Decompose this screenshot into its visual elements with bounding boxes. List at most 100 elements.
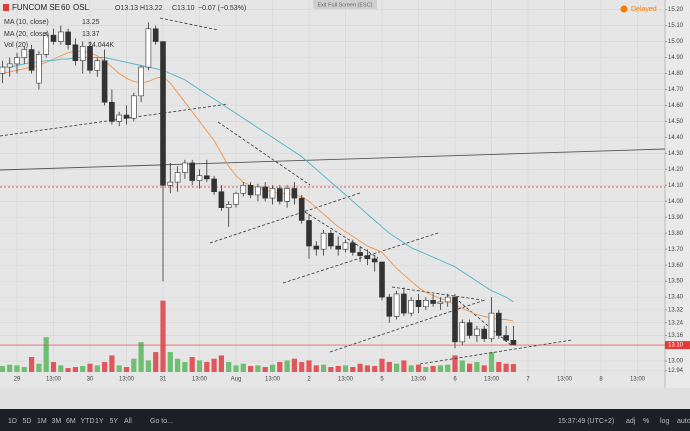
option-button[interactable]: log (660, 418, 669, 425)
x-tick-label: 8 (599, 377, 603, 383)
candle-body (21, 49, 28, 58)
candle-body (36, 54, 42, 84)
candle-body (255, 186, 261, 196)
volume-bar (321, 364, 327, 372)
candle-body (14, 57, 20, 65)
y-tick-label: 13.16 (668, 333, 684, 339)
x-tick-label: 13:00 (557, 377, 573, 383)
volume-bar (240, 363, 246, 372)
range-button[interactable]: 5Y (110, 418, 119, 425)
y-tick-label: 15.00 (668, 39, 684, 45)
volume-bar (386, 362, 392, 372)
volume-bar (218, 355, 224, 372)
candle-body (481, 328, 488, 339)
exit-fullscreen[interactable] (313, 0, 377, 9)
volume-bar (299, 362, 305, 372)
y-tick-label: 15.20 (668, 7, 684, 13)
y-tick-label: 13.24 (668, 320, 684, 326)
range-button[interactable]: 1M (37, 418, 47, 425)
candle-body (167, 181, 174, 186)
candle-body (452, 296, 458, 343)
y-tick-label: 14.30 (668, 151, 684, 157)
candle-body (276, 188, 283, 202)
candle-body (488, 312, 495, 339)
toolbar (0, 409, 690, 431)
symbol-icon (3, 4, 9, 11)
volume-bar (72, 367, 78, 372)
x-tick-label: 13:00 (119, 377, 135, 383)
range-button[interactable]: 3M (52, 418, 62, 425)
candle-body (284, 188, 290, 202)
candle-body (43, 34, 50, 55)
candle-body (401, 293, 407, 314)
candle-body (109, 101, 115, 122)
axes: 15.20 15.10 15.00 14.90 14.80 14.70 14.60 14.50… (0, 7, 690, 383)
x-tick-label: 13:00 (338, 377, 354, 383)
x-tick-label: 6 (453, 377, 457, 383)
candle-body (233, 192, 239, 205)
volume-bar (14, 365, 20, 372)
volume-bar (226, 362, 232, 372)
range-button[interactable]: All (124, 418, 132, 425)
candle-body (510, 339, 517, 346)
trendline (419, 339, 573, 365)
volume-bar (423, 367, 429, 372)
volume-bar (496, 362, 502, 372)
volume-bar (328, 367, 334, 372)
range-button[interactable]: YTD (81, 418, 95, 425)
candle-body (379, 261, 385, 298)
legend-ma10-value: 13.25 (82, 19, 100, 26)
option-button[interactable]: % (643, 418, 649, 425)
option-button[interactable]: auto (677, 418, 690, 425)
range-button[interactable]: 5D (23, 418, 32, 425)
range-button[interactable]: 1Y (95, 418, 104, 425)
volume-bar (394, 363, 400, 372)
candle-body (152, 28, 159, 42)
legend-ma10: MA (10, close) (4, 19, 49, 26)
y-tick-label: 13.32 (668, 307, 684, 313)
volume-bar (153, 352, 159, 372)
goto[interactable]: Go to... (150, 418, 173, 425)
volume-bar (510, 364, 516, 372)
volume-bar (0, 366, 5, 372)
y-tick-label: 14.80 (668, 71, 684, 77)
y-tick-label: 13.60 (668, 263, 684, 269)
candle-body (459, 322, 466, 343)
candle-body (328, 232, 334, 247)
volume-bar (102, 362, 108, 372)
range-button[interactable]: 6M (66, 418, 76, 425)
trendline (454, 297, 513, 347)
y-tick-label: 13.40 (668, 295, 684, 301)
option-button[interactable]: adj (626, 418, 636, 425)
y-tick-label: 13.70 (668, 247, 684, 253)
volume-bar (284, 360, 290, 372)
candle-body (247, 185, 254, 196)
candle-body (174, 172, 181, 183)
volume-bar (109, 355, 115, 372)
candle-body (364, 255, 371, 260)
volume-bar (306, 360, 312, 372)
volume-bar (160, 300, 166, 372)
candle-body (6, 63, 13, 68)
volume-bar (182, 362, 188, 372)
volume-bar (269, 364, 276, 372)
candle-body (123, 114, 130, 119)
legend-ma20-value: 13.37 (82, 31, 100, 38)
interval: 60 (61, 3, 70, 12)
candle-body (437, 301, 444, 304)
toolbar-items: 1D 5D 1M 3M 6M YTD 1Y 5Y All adj% log auto (8, 418, 690, 425)
trendline (329, 299, 486, 353)
range-button[interactable]: 1D (8, 418, 17, 425)
x-tick-label: 13:00 (265, 377, 281, 383)
volume-bar (415, 364, 422, 372)
volume-bar (467, 363, 473, 372)
volume-bar (123, 367, 130, 372)
volume-bar (65, 368, 71, 372)
exit-fullscreen-label[interactable]: Exit Full Screen (ESC) (317, 2, 372, 8)
volume-bar (196, 360, 203, 372)
x-tick-label: 13:00 (484, 377, 500, 383)
price-axis-bg (665, 0, 690, 388)
volume-bar (29, 357, 35, 372)
volume-bar (167, 352, 173, 372)
x-tick-label: 13:00 (192, 377, 208, 383)
